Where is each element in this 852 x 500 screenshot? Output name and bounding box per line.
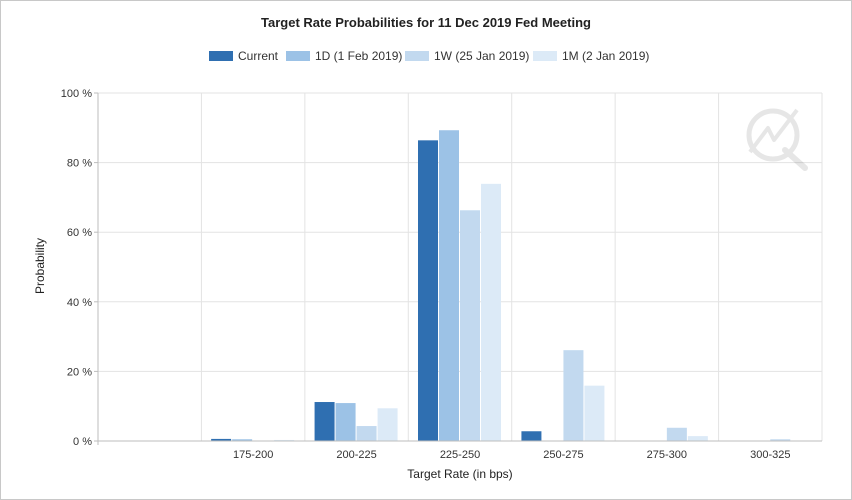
bar — [770, 439, 791, 441]
legend-swatch — [533, 51, 557, 61]
x-tick-label: 300-325 — [750, 449, 790, 461]
legend-label: 1D (1 Feb 2019) — [315, 49, 402, 63]
axes — [94, 93, 822, 445]
y-tick-label: 80 % — [67, 158, 92, 170]
watermark-logo — [746, 108, 808, 171]
bar — [584, 385, 605, 441]
bar — [439, 130, 459, 441]
y-tick-label: 60 % — [67, 227, 92, 239]
bar — [314, 402, 335, 441]
legend: Current 1D (1 Feb 2019) 1W (25 Jan 2019) 1M… — [209, 49, 649, 63]
legend-swatch — [286, 51, 310, 61]
bar — [232, 439, 253, 441]
y-tick-labels: 0 % 20 % 40 % 60 % 80 % 100 % — [61, 88, 98, 448]
bar — [274, 439, 295, 441]
y-tick-label: 20 % — [67, 366, 92, 378]
legend-item: 1M (2 Jan 2019) — [533, 49, 649, 63]
x-tick-label: 225-250 — [440, 449, 480, 461]
legend-label: Current — [238, 49, 279, 63]
bar — [666, 427, 687, 441]
y-tick-label: 0 % — [73, 436, 92, 448]
legend-item: 1W (25 Jan 2019) — [405, 49, 529, 63]
bar — [211, 438, 232, 441]
legend-swatch — [405, 51, 429, 61]
watermark-ring — [746, 108, 800, 162]
bar — [481, 183, 501, 441]
legend-label: 1M (2 Jan 2019) — [562, 49, 649, 63]
y-axis-title: Probability — [33, 238, 47, 294]
watermark-tail — [782, 147, 808, 171]
legend-item: 1D (1 Feb 2019) — [286, 49, 402, 63]
bar — [521, 431, 542, 441]
watermark-arrow — [748, 108, 799, 154]
legend-item: Current — [209, 49, 279, 63]
legend-label: 1W (25 Jan 2019) — [434, 49, 529, 63]
x-tick-label: 175-200 — [233, 449, 273, 461]
y-tick-label: 40 % — [67, 297, 92, 309]
x-tick-label: 200-225 — [336, 449, 376, 461]
x-tick-label: 275-300 — [647, 449, 687, 461]
bar — [356, 426, 377, 441]
bar — [418, 140, 438, 441]
x-tick-labels: 175-200 200-225 225-250 250-275 275-300 300-3… — [233, 449, 791, 461]
legend-swatch — [209, 51, 233, 61]
bar — [687, 436, 708, 441]
bar — [335, 403, 356, 441]
bar — [377, 408, 398, 441]
bar — [460, 210, 480, 441]
bars — [211, 130, 791, 441]
y-tick-label: 100 % — [61, 88, 92, 100]
bar — [563, 350, 584, 441]
x-tick-label: 250-275 — [543, 449, 583, 461]
chart-title: Target Rate Probabilities for 11 Dec 201… — [261, 15, 591, 30]
x-axis-title: Target Rate (in bps) — [407, 467, 512, 481]
